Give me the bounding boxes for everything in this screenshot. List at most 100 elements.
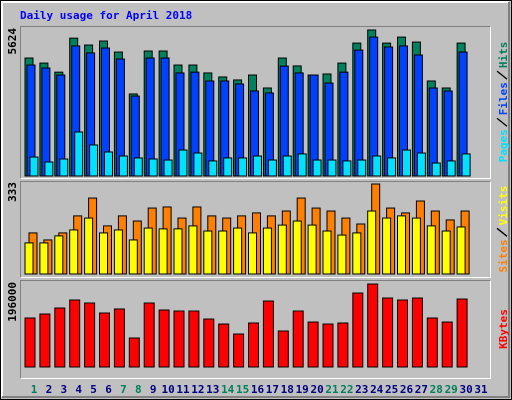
- x-tick-label: 18: [281, 383, 294, 396]
- x-tick-label: 7: [120, 383, 127, 396]
- x-tick-label: 1: [31, 383, 38, 396]
- bar: [173, 228, 183, 275]
- x-tick-label: 9: [150, 383, 157, 396]
- bar: [44, 161, 54, 177]
- x-tick-label: 10: [161, 383, 174, 396]
- legend-separator: [496, 227, 508, 237]
- bar: [74, 131, 84, 177]
- bar: [411, 297, 423, 368]
- bar: [39, 242, 49, 275]
- bar: [342, 160, 352, 177]
- x-tick-label: 5: [90, 383, 97, 396]
- bar: [327, 159, 337, 177]
- x-tick-label: 17: [266, 383, 279, 396]
- bar: [133, 157, 143, 177]
- bar: [322, 230, 332, 275]
- bar: [382, 217, 392, 275]
- bar: [158, 228, 168, 275]
- bar: [411, 217, 421, 275]
- x-tick-label: 27: [415, 383, 428, 396]
- x-tick-label: 2: [46, 383, 53, 396]
- bar: [297, 153, 307, 177]
- bar: [441, 321, 453, 368]
- bar: [193, 152, 203, 177]
- bar: [253, 155, 262, 177]
- bar: [143, 227, 153, 275]
- bar: [277, 224, 287, 275]
- bar: [446, 160, 456, 177]
- bar: [277, 330, 289, 368]
- bar: [238, 157, 248, 177]
- bar: [188, 225, 198, 275]
- legend-label: Visits: [497, 186, 510, 226]
- x-tick-label: 13: [206, 383, 219, 396]
- bar: [54, 307, 66, 368]
- bar: [128, 337, 140, 368]
- bar: [89, 144, 99, 177]
- legend: Pages Files Hits: [496, 42, 510, 162]
- bar: [163, 159, 173, 177]
- bar: [104, 151, 113, 177]
- bar: [41, 67, 51, 177]
- bar: [416, 152, 426, 177]
- bar: [24, 317, 36, 368]
- x-tick-label: 20: [310, 383, 323, 396]
- bar: [29, 156, 39, 177]
- bar: [292, 310, 304, 368]
- bar: [158, 309, 170, 368]
- bar: [84, 217, 94, 275]
- bar: [173, 310, 185, 368]
- bar: [218, 230, 228, 275]
- bar: [367, 283, 379, 368]
- legend-separator: [496, 117, 508, 127]
- bar: [203, 318, 215, 368]
- legend-label: Files: [497, 82, 510, 115]
- bar: [282, 155, 292, 177]
- bar: [397, 299, 408, 368]
- bar: [99, 232, 108, 275]
- x-tick-label: 29: [445, 383, 458, 396]
- bar: [203, 230, 213, 275]
- x-tick-label: 26: [400, 383, 414, 396]
- x-tick-label: 19: [296, 383, 309, 396]
- x-tick-label: 12: [191, 383, 204, 396]
- legend-label: Sites: [497, 239, 510, 272]
- bar: [160, 57, 170, 177]
- bar: [113, 308, 125, 368]
- bar: [248, 232, 257, 275]
- panel-bevel: [20, 181, 491, 278]
- bar: [461, 153, 471, 177]
- y-tick-label: 5624: [6, 28, 19, 55]
- bar: [262, 300, 274, 368]
- chart-title: Daily usage for April 2018: [20, 9, 192, 22]
- bar: [397, 215, 406, 275]
- bar: [441, 230, 451, 275]
- bar: [372, 155, 382, 177]
- x-tick-label: 31: [474, 383, 488, 396]
- bar: [352, 232, 362, 275]
- legend-label: Pages: [497, 129, 510, 162]
- bar: [307, 224, 317, 275]
- bar: [248, 322, 259, 368]
- x-tick-label: 24: [370, 383, 384, 396]
- x-tick-label: 6: [105, 383, 112, 396]
- bar: [307, 321, 319, 368]
- bar: [431, 162, 441, 177]
- bar: [39, 313, 51, 368]
- bar: [426, 225, 436, 275]
- bar: [233, 333, 245, 368]
- bar: [148, 158, 158, 177]
- legend-label: Hits: [497, 42, 510, 69]
- x-tick-label: 21: [325, 383, 339, 396]
- bar: [426, 317, 438, 368]
- x-tick-label: 11: [176, 383, 190, 396]
- bar: [322, 323, 334, 368]
- bar: [369, 36, 379, 177]
- y-tick-label: 333: [6, 182, 19, 202]
- bar: [456, 298, 468, 368]
- bar: [262, 227, 272, 275]
- bar: [312, 159, 322, 177]
- bar: [233, 227, 243, 275]
